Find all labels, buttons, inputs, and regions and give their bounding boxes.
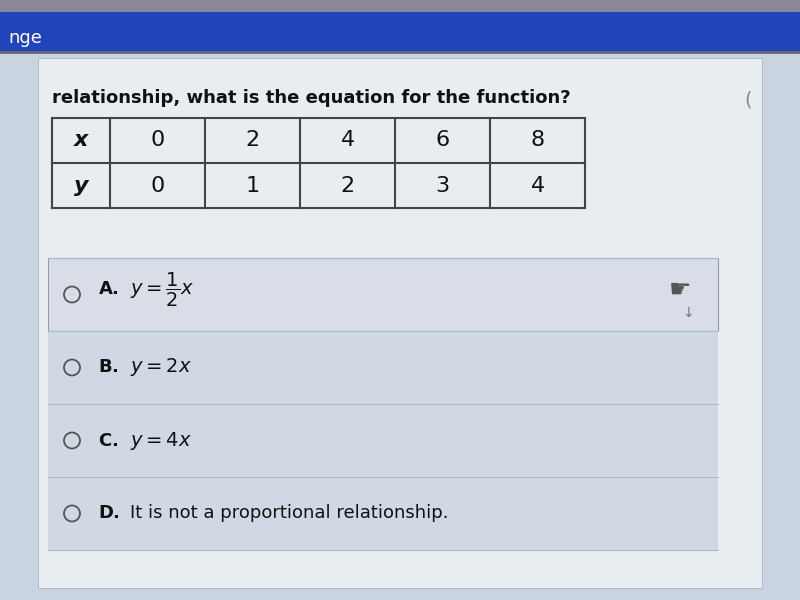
Text: $\mathbf{B.}$: $\mathbf{B.}$ [98, 358, 118, 377]
Text: 0: 0 [150, 130, 165, 151]
Text: 8: 8 [530, 130, 545, 151]
FancyBboxPatch shape [0, 12, 800, 52]
Text: 0: 0 [150, 175, 165, 196]
Text: nge: nge [8, 29, 42, 47]
FancyBboxPatch shape [48, 404, 718, 477]
Text: 1: 1 [246, 175, 259, 196]
Text: ↓: ↓ [682, 305, 694, 319]
Text: $\mathbf{A.}$: $\mathbf{A.}$ [98, 280, 119, 298]
FancyBboxPatch shape [0, 0, 800, 12]
Text: $y = 2x$: $y = 2x$ [130, 356, 192, 379]
Text: y: y [74, 175, 88, 196]
FancyBboxPatch shape [38, 58, 762, 588]
Text: 4: 4 [530, 175, 545, 196]
Text: $\mathbf{C.}$: $\mathbf{C.}$ [98, 431, 118, 449]
FancyBboxPatch shape [48, 477, 718, 550]
Text: $\mathbf{D.}$: $\mathbf{D.}$ [98, 505, 120, 523]
Text: $y = \dfrac{1}{2}x$: $y = \dfrac{1}{2}x$ [130, 271, 194, 308]
Text: relationship, what is the equation for the function?: relationship, what is the equation for t… [52, 89, 570, 107]
FancyBboxPatch shape [52, 118, 585, 208]
FancyBboxPatch shape [48, 258, 718, 331]
Text: x: x [74, 130, 88, 151]
FancyBboxPatch shape [48, 331, 718, 404]
Text: (: ( [744, 91, 752, 109]
Text: It is not a proportional relationship.: It is not a proportional relationship. [130, 505, 449, 523]
Text: 2: 2 [246, 130, 259, 151]
Text: 3: 3 [435, 175, 450, 196]
Text: 4: 4 [341, 130, 354, 151]
Text: ☛: ☛ [669, 277, 691, 301]
Text: $y = 4x$: $y = 4x$ [130, 430, 192, 451]
Text: 2: 2 [341, 175, 354, 196]
Text: 6: 6 [435, 130, 450, 151]
